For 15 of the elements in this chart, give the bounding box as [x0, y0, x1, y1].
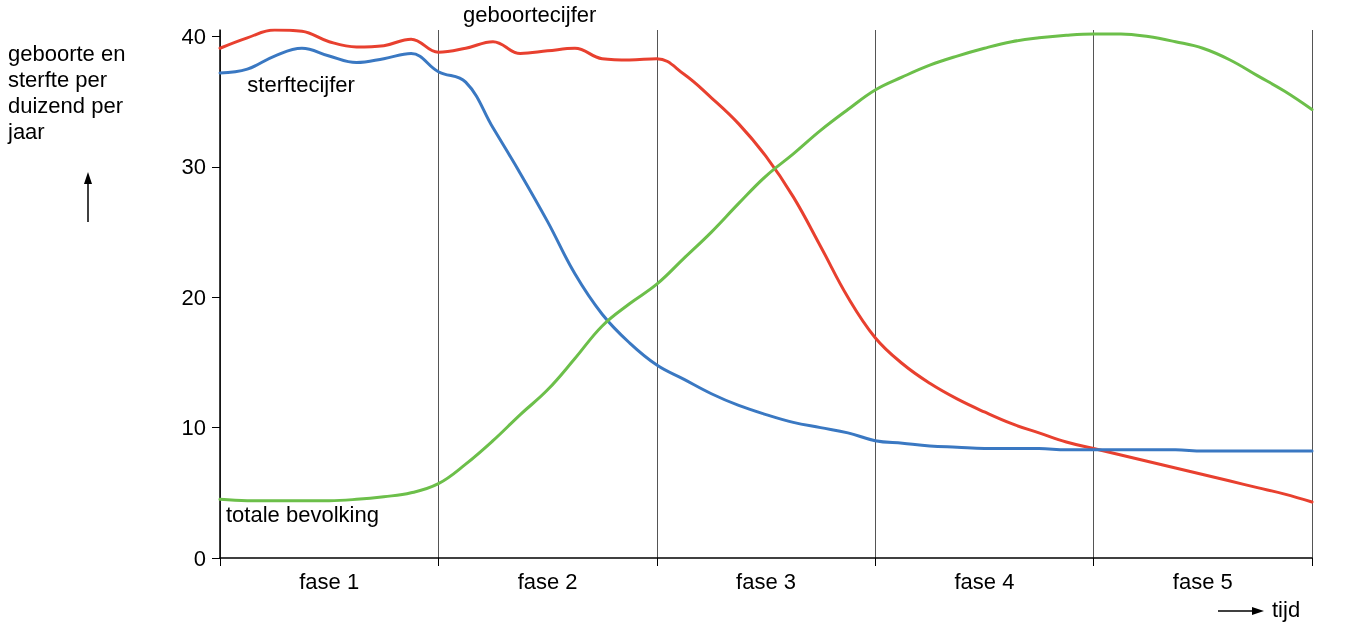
y-tick-label: 10: [181, 415, 206, 441]
x-tick-label: fase 3: [736, 568, 796, 594]
series-label: sterftecijfer: [247, 71, 355, 97]
x-tick-label: fase 2: [517, 568, 578, 594]
y-tick-label: 20: [181, 284, 206, 310]
x-tick-label: fase 4: [954, 568, 1015, 594]
y-tick-label: 30: [181, 154, 206, 180]
x-tick-label: fase 5: [1172, 568, 1233, 594]
x-tick-label: fase 1: [299, 568, 360, 594]
y-axis-title: geboorte en sterfte per duizend per jaar: [7, 40, 132, 144]
x-axis-title: tijd: [1272, 596, 1301, 622]
series-label: totale bevolking: [226, 501, 379, 527]
series-label: geboortecijfer: [463, 2, 597, 28]
y-tick-label: 0: [193, 545, 206, 571]
y-tick-label: 40: [181, 24, 206, 50]
